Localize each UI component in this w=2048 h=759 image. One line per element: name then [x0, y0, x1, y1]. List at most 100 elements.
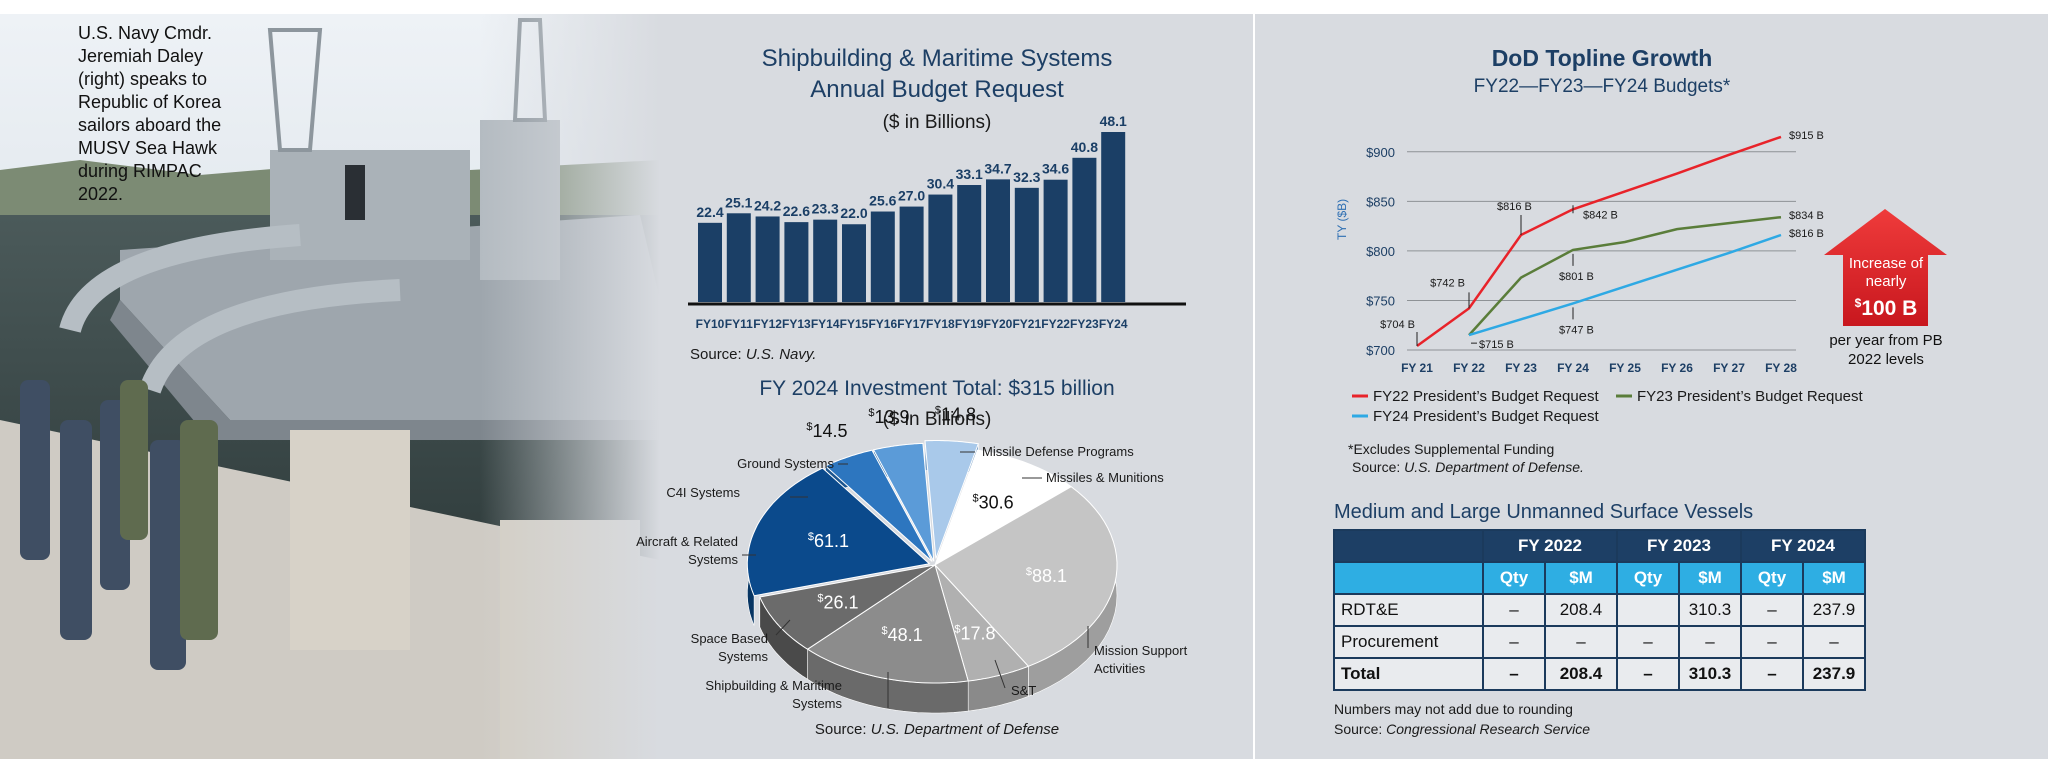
bar-category-label: FY15 [840, 317, 869, 331]
bar-fy17 [899, 206, 924, 302]
pie-value-label: $30.6 [973, 492, 1014, 512]
pie-leader-line [994, 659, 1006, 689]
bar-chart-subtitle: ($ in Billions) [883, 112, 992, 133]
line-chart-source: Source: U.S. Department of Defense. [1352, 459, 1584, 475]
bar-fy11 [726, 213, 751, 302]
table-year-header: FY 2022 [1482, 529, 1618, 563]
pie-value-label: $17.8 [954, 623, 995, 643]
ship-photo [0, 14, 660, 759]
bar-fy18 [928, 194, 953, 302]
y-tick-label: $700 [1366, 343, 1395, 358]
legend-label-fy23: FY23 President’s Budget Request [1637, 388, 1864, 405]
pie-category-label: S&T [1011, 683, 1036, 698]
bar-fy21 [1014, 187, 1039, 302]
bar-fy10 [698, 222, 722, 302]
bar-value-label: 24.2 [754, 197, 781, 213]
x-tick-label: FY 27 [1713, 361, 1745, 375]
top-margin [0, 0, 2048, 14]
callout-line2: nearly [1866, 273, 1907, 290]
table-cell: – [1616, 625, 1680, 659]
pie-category-label: Missiles & Munitions [1046, 470, 1164, 485]
table-cell: – [1740, 625, 1804, 659]
table-cell: – [1740, 657, 1804, 691]
legend-label-fy24: FY24 President’s Budget Request [1373, 408, 1600, 425]
table-sub-header: Qty [1616, 561, 1680, 595]
table-row: RDT&E – 208.4 310.3 – 237.9 [1333, 593, 1866, 627]
y-tick-label: $800 [1366, 244, 1395, 259]
bar-value-label: 25.6 [869, 193, 896, 209]
table-row-label: RDT&E [1333, 593, 1484, 627]
bar-value-label: 22.4 [696, 204, 723, 220]
table-sub-header: $M [1544, 561, 1618, 595]
bar-fy14 [813, 219, 838, 302]
bar-category-label: FY19 [955, 317, 984, 331]
bar-fy12 [755, 216, 780, 302]
line-chart-footnote: *Excludes Supplemental Funding [1348, 441, 1554, 457]
bar-fy13 [784, 222, 809, 302]
value-annotation: $842 B [1583, 209, 1618, 221]
x-tick-label: FY 22 [1453, 361, 1485, 375]
y-tick-label: $750 [1366, 293, 1395, 308]
line-chart-title: DoD Topline Growth [1492, 45, 1713, 71]
pie-category-label: Aircraft & Related Systems [636, 534, 738, 567]
value-annotation: $915 B [1789, 130, 1824, 142]
value-annotation: $801 B [1559, 271, 1594, 283]
table-year-header-row: FY 2022 FY 2023 FY 2024 [1333, 529, 1866, 563]
pie-value-label: $88.1 [1026, 566, 1067, 586]
table-cell: 310.3 [1678, 657, 1742, 691]
table-cell: – [1482, 593, 1546, 627]
line-chart-ylabel: TY ($B) [1335, 199, 1349, 240]
bar-category-label: FY17 [897, 317, 926, 331]
table-sub-header-row: Qty $M Qty $M Qty $M [1333, 561, 1866, 595]
usv-table: FY 2022 FY 2023 FY 2024 Qty $M Qty $M Qt… [1333, 529, 1866, 691]
table-row-label: Total [1333, 657, 1484, 691]
table-cell: 237.9 [1802, 657, 1866, 691]
pie-value-label: $14.5 [806, 421, 847, 441]
pie-chart-source: Source: U.S. Department of Defense [815, 721, 1059, 738]
pie-value-label: $14.8 [935, 405, 976, 425]
bar-value-label: 33.1 [956, 166, 983, 182]
y-tick-label: $900 [1366, 145, 1395, 160]
series-line-fy23 [1468, 215, 1782, 336]
line-chart-topline-growth: DoD Topline Growth FY22—FY23—FY24 Budget… [1335, 45, 1947, 475]
bar-value-label: 34.6 [1042, 161, 1069, 177]
table-sub-header-blank [1333, 561, 1484, 595]
table-cell: 208.4 [1544, 657, 1618, 691]
value-annotation: $704 B [1380, 319, 1415, 331]
bar-fy24 [1101, 132, 1126, 302]
x-tick-label: FY 24 [1557, 361, 1589, 375]
series-line-fy22 [1416, 135, 1782, 348]
pie-value-label: $48.1 [882, 625, 923, 645]
bar-category-label: FY16 [868, 317, 897, 331]
table-note: Numbers may not add due to rounding [1334, 701, 1573, 717]
table-row: Procurement – – – – – – [1333, 625, 1866, 659]
bar-category-label: FY18 [926, 317, 955, 331]
bar-category-label: FY20 [984, 317, 1013, 331]
pie-slice-space-based-systems [759, 564, 936, 650]
table-year-header: FY 2024 [1740, 529, 1866, 563]
bar-fy22 [1043, 179, 1068, 302]
callout-line5: 2022 levels [1848, 351, 1924, 368]
bar-category-label: FY13 [782, 317, 811, 331]
pie-category-label: Space Based Systems [691, 631, 769, 664]
line-chart-legend: FY22 President’s Budget Request FY23 Pre… [1352, 388, 1864, 425]
bar-chart-title-line2: Annual Budget Request [810, 76, 1064, 103]
bar-chart-title-line1: Shipbuilding & Maritime Systems [762, 45, 1113, 72]
bar-fy16 [870, 211, 895, 302]
callout-line4: per year from PB [1829, 332, 1942, 349]
table-cell: – [1616, 657, 1680, 691]
bar-category-label: FY23 [1070, 317, 1099, 331]
increase-callout: Increase of nearly $100 B per year from … [1824, 209, 1947, 368]
bar-category-label: FY22 [1041, 317, 1070, 331]
bar-fy15 [842, 224, 866, 302]
x-tick-label: FY 28 [1765, 361, 1797, 375]
bar-fy20 [986, 179, 1010, 302]
value-annotation: $816 B [1789, 228, 1824, 240]
red-up-arrow [1824, 209, 1947, 326]
table-source: Source: Congressional Research Service [1334, 721, 1590, 737]
table-cell: – [1802, 625, 1866, 659]
bar-value-label: 34.7 [984, 160, 1011, 176]
table-year-header: FY 2023 [1616, 529, 1742, 563]
table-cell: – [1678, 625, 1742, 659]
